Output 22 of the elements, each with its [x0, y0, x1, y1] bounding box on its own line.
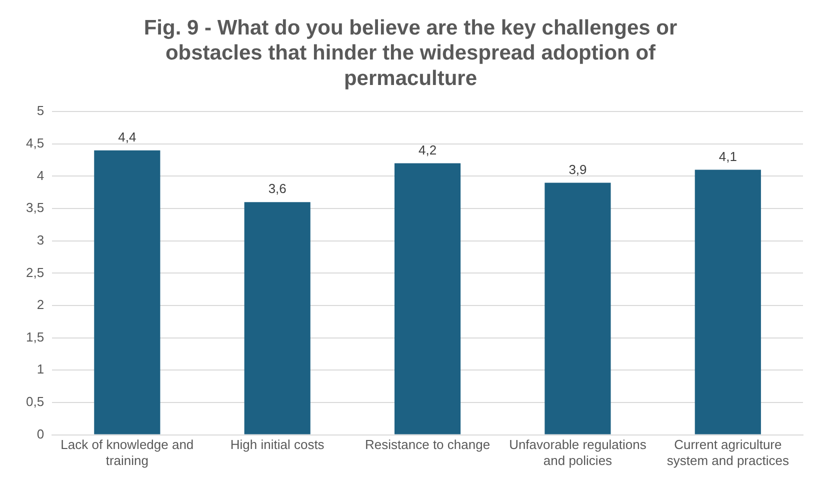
y-tick-label: 5 [36, 103, 44, 118]
y-tick-label: 1 [36, 362, 44, 377]
x-tick-label: Unfavorable regulations and policies [509, 437, 647, 468]
y-tick-label: 3,5 [26, 200, 44, 216]
data-label: 4,2 [418, 142, 437, 158]
data-label: 3,6 [268, 181, 286, 196]
data-label: 4,4 [118, 129, 136, 144]
x-tick-label: High initial costs [230, 437, 325, 452]
y-tick-label: 0,5 [26, 394, 44, 410]
y-tick-label: 0 [36, 426, 44, 442]
x-tick-label: Current agriculture system and practices [666, 437, 790, 468]
y-tick-label: 4 [36, 168, 44, 183]
y-tick-label: 3 [36, 232, 44, 248]
y-tick-label: 1,5 [26, 329, 44, 344]
y-tick-label: 4,5 [26, 136, 44, 150]
x-tick-label: Resistance to change [365, 437, 490, 452]
chart-title: Fig. 9 - What do you believe are the key challenges or obstacles that hinder the widespread adoption of permaculture [144, 16, 678, 90]
data-label: 3,9 [568, 162, 587, 177]
y-tick-label: 2 [36, 297, 44, 312]
data-label: 4,1 [718, 148, 737, 164]
y-tick-label: 2,5 [26, 264, 44, 280]
x-tick-label: Lack of knowledge and training [60, 437, 194, 468]
